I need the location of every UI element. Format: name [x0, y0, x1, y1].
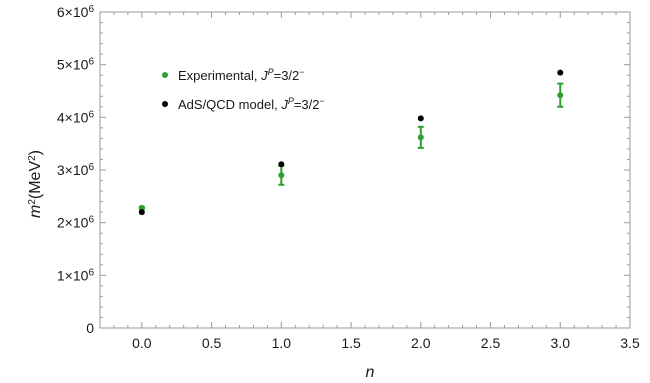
y-tick-base: 6×10 — [57, 4, 89, 20]
x-tick-label: 3.5 — [620, 335, 640, 351]
y-axis-label-unit-exp: 2 — [27, 155, 38, 161]
y-tick-base: 1×10 — [57, 267, 89, 283]
legend-marker-ads-qcd — [162, 101, 168, 107]
y-tick-label: 3×106 — [57, 162, 95, 179]
legend-p-ads-qcd: P — [288, 96, 294, 106]
y-tick-label: 6×106 — [57, 4, 95, 21]
x-axis-label: n — [366, 364, 375, 381]
data-point-experimental — [138, 204, 145, 211]
y-axis-label-symbol-exp: 2 — [27, 199, 38, 205]
legend-text-experimental: Experimental, JP=3/2− — [178, 67, 305, 83]
y-tick-base: 3×10 — [57, 162, 89, 178]
x-tick-label: 0.0 — [132, 335, 152, 351]
data-points — [138, 69, 564, 216]
y-axis-label: m2(MeV2) — [27, 150, 45, 218]
legend-eq-experimental: =3/2 — [274, 68, 300, 83]
data-point-ads-qcd — [417, 115, 424, 122]
data-point-experimental — [557, 92, 564, 99]
data-point-ads-qcd — [138, 209, 145, 216]
y-tick-label: 5×106 — [57, 56, 95, 73]
y-tick-label: 2×106 — [57, 214, 95, 231]
y-tick-exp: 6 — [88, 56, 94, 67]
legend-text-ads-qcd: AdS/QCD model, JP=3/2− — [178, 96, 325, 112]
plot-area-border — [99, 11, 631, 329]
data-point-ads-qcd — [557, 69, 564, 76]
legend: Experimental, JP=3/2− AdS/QCD model, JP=… — [162, 67, 325, 112]
y-tick-exp: 6 — [88, 267, 94, 278]
y-tick-exp: 6 — [88, 4, 94, 15]
legend-prefix-ads-qcd: AdS/QCD model, — [178, 97, 281, 112]
legend-item-ads-qcd: AdS/QCD model, JP=3/2− — [162, 96, 325, 112]
data-point-experimental — [417, 134, 424, 141]
x-tick-label: 1.0 — [272, 335, 292, 351]
data-point-ads-qcd — [278, 161, 285, 168]
y-axis-label-close: ) — [27, 150, 44, 155]
y-tick-label: 4×106 — [57, 109, 95, 126]
y-tick-exp: 6 — [88, 162, 94, 173]
plot-frame — [99, 11, 631, 329]
legend-marker-experimental — [162, 72, 168, 78]
legend-prefix-experimental: Experimental, — [178, 68, 261, 83]
legend-minus-ads-qcd: − — [320, 96, 325, 106]
x-tick-label: 2.5 — [481, 335, 501, 351]
y-tick-base: 2×10 — [57, 215, 89, 231]
x-axis: 0.0 0.5 1.0 1.5 2.0 2.5 3.0 3.5 — [113, 12, 640, 351]
y-tick-base: 5×10 — [57, 57, 89, 73]
legend-p-experimental: P — [268, 67, 274, 77]
y-tick-exp: 6 — [88, 109, 94, 120]
data-point-experimental — [278, 172, 285, 179]
x-tick-label: 3.0 — [551, 335, 571, 351]
x-tick-label: 1.5 — [341, 335, 361, 351]
y-axis-label-unit: (MeV — [27, 161, 44, 200]
x-tick-label: 2.0 — [411, 335, 431, 351]
legend-item-experimental: Experimental, JP=3/2− — [162, 67, 305, 83]
y-tick-label: 0 — [86, 320, 94, 336]
legend-j-experimental: J — [260, 68, 268, 83]
y-tick-base: 4×10 — [57, 109, 89, 125]
legend-eq-ads-qcd: =3/2 — [294, 97, 320, 112]
legend-j-ads-qcd: J — [280, 97, 288, 112]
legend-minus-experimental: − — [299, 67, 304, 77]
x-tick-label: 0.5 — [202, 335, 222, 351]
y-axis-label-symbol: m — [27, 205, 44, 218]
y-tick-exp: 6 — [88, 214, 94, 225]
y-tick-label: 1×106 — [57, 267, 95, 284]
